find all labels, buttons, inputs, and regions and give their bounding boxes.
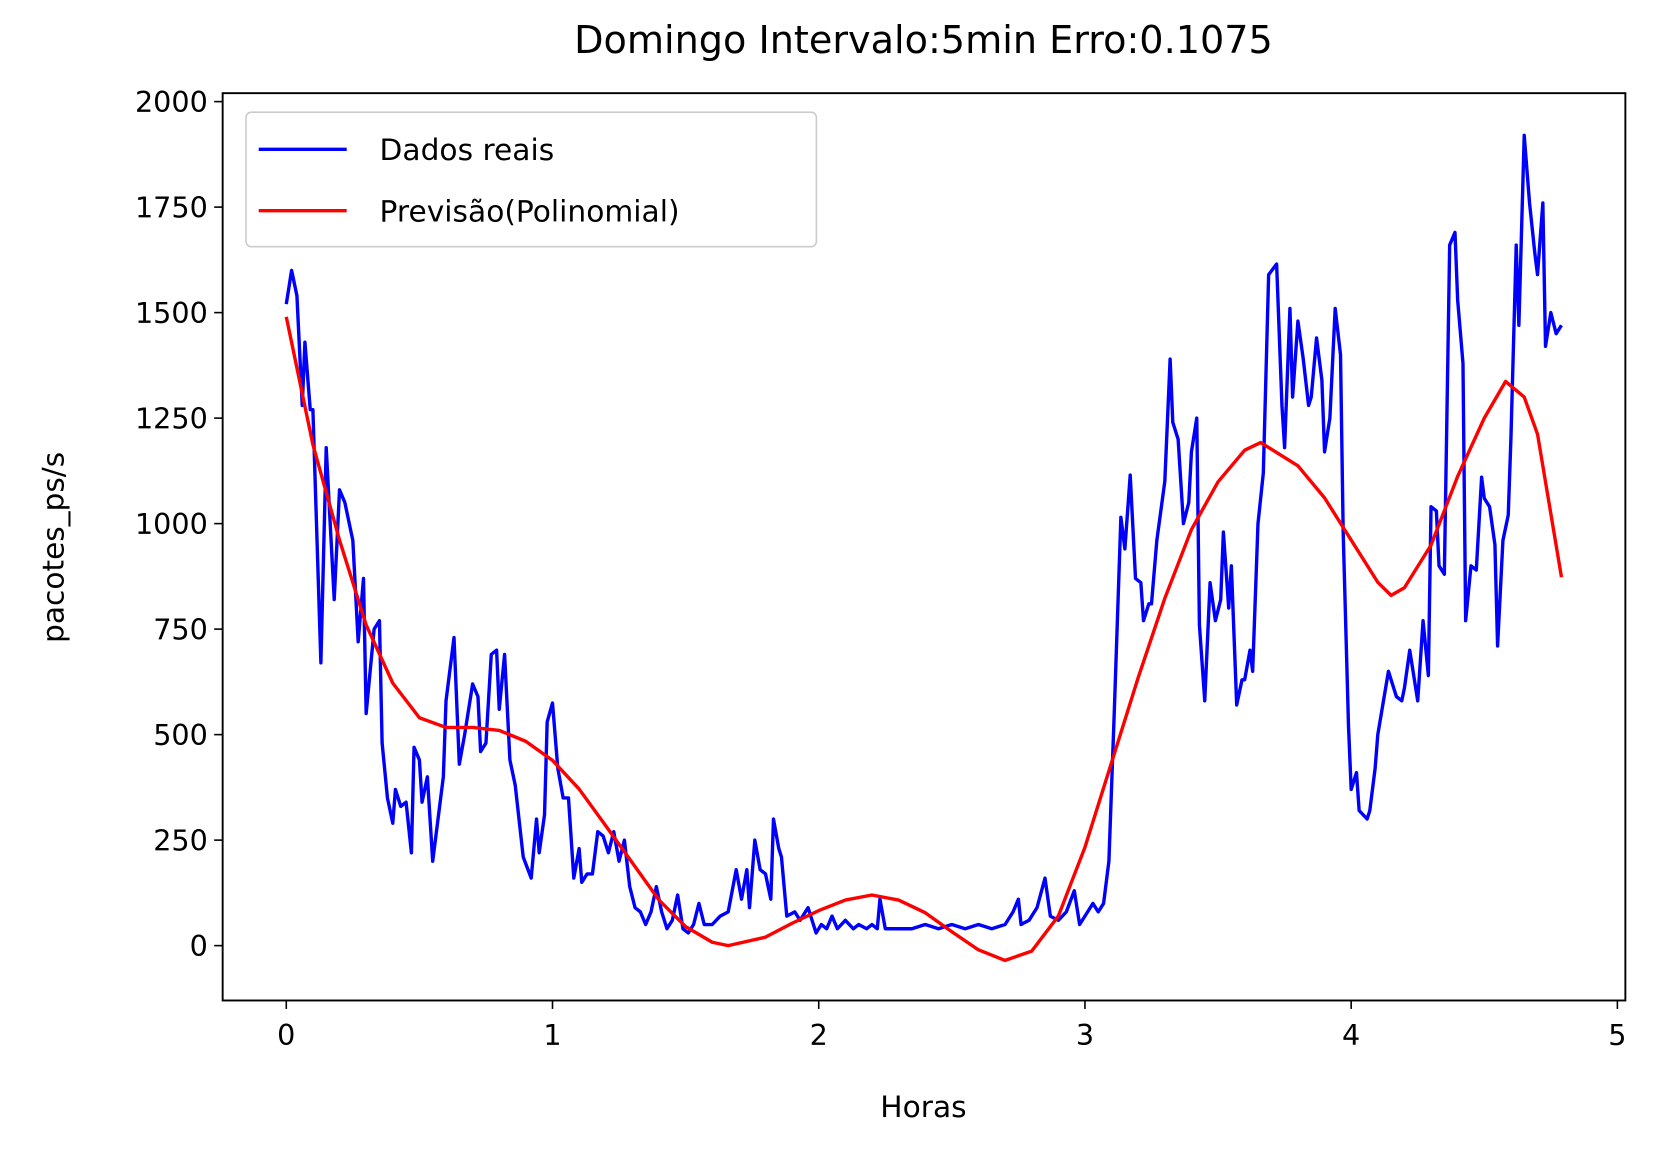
x-tick-label: 5 (1608, 1018, 1626, 1052)
data-line (284, 133, 1563, 935)
x-tick-label: 2 (810, 1018, 828, 1052)
y-tick-label: 1750 (135, 191, 208, 225)
y-tick-label: 500 (153, 718, 208, 752)
y-tick-label: 1000 (135, 507, 208, 541)
data-line (284, 316, 1564, 963)
legend-label: Previsão(Polinomial) (380, 193, 680, 228)
legend: Dados reais Previsão(Polinomial) (245, 111, 818, 248)
y-tick-label: 2000 (135, 85, 208, 119)
y-tick-label: 250 (153, 824, 208, 858)
x-tick-label: 1 (543, 1018, 561, 1052)
plot-frame (221, 92, 1627, 1002)
x-axis-label: Horas (880, 1089, 966, 1124)
y-tick-label: 1250 (135, 402, 208, 436)
chart-title: Domingo Intervalo:5min Erro:0.1075 (574, 18, 1273, 62)
y-tick-label: 0 (190, 929, 208, 963)
y-tick-label: 750 (153, 613, 208, 647)
legend-label: Dados reais (380, 132, 555, 167)
x-tick-label: 4 (1342, 1018, 1360, 1052)
x-tick-label: 3 (1076, 1018, 1094, 1052)
x-tick-label: 0 (277, 1018, 295, 1052)
y-tick-label: 1500 (135, 296, 208, 330)
y-axis-label: pacotes_ps/s (36, 452, 71, 643)
legend-box (245, 111, 818, 248)
